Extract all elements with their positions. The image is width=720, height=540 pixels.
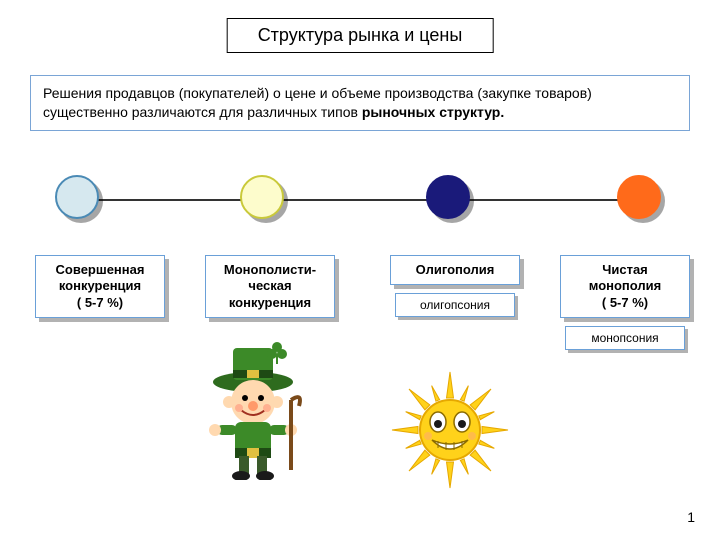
market-type-label: Монополисти-ческаяконкуренция: [205, 255, 335, 318]
market-subtype-label: олигопсония: [395, 293, 515, 317]
timeline-node: [617, 175, 665, 223]
market-type-box: Олигополия: [390, 255, 520, 285]
page-title: Структура рынка и цены: [227, 18, 494, 53]
timeline-node: [240, 175, 288, 223]
timeline-node: [55, 175, 103, 223]
timeline-line: [75, 199, 645, 201]
market-type-column: Олигополия олигопсония: [380, 255, 530, 317]
market-type-box: Совершеннаяконкуренция( 5-7 %): [35, 255, 165, 318]
description-text: Решения продавцов (покупателей) о цене и…: [43, 85, 592, 120]
market-subtype-label: монопсония: [565, 326, 685, 350]
market-type-column: Чистаямонополия( 5-7 %) монопсония: [550, 255, 700, 350]
title-text: Структура рынка и цены: [258, 25, 463, 45]
market-subtype-box: монопсония: [565, 326, 685, 350]
leprechaun-icon: [195, 340, 315, 485]
market-type-label: Чистаямонополия( 5-7 %): [560, 255, 690, 318]
market-type-box: Чистаямонополия( 5-7 %): [560, 255, 690, 318]
market-type-box: Монополисти-ческаяконкуренция: [205, 255, 335, 318]
market-subtype-box: олигопсония: [395, 293, 515, 317]
sun-icon: [390, 370, 510, 495]
market-type-column: Совершеннаяконкуренция( 5-7 %): [25, 255, 175, 318]
description-box: Решения продавцов (покупателей) о цене и…: [30, 75, 690, 131]
timeline-node: [426, 175, 474, 223]
market-type-label: Олигополия: [390, 255, 520, 285]
market-type-label: Совершеннаяконкуренция( 5-7 %): [35, 255, 165, 318]
page-number: 1: [687, 509, 695, 525]
timeline: [55, 175, 665, 225]
market-type-column: Монополисти-ческаяконкуренция: [195, 255, 345, 318]
page-number-text: 1: [687, 509, 695, 525]
